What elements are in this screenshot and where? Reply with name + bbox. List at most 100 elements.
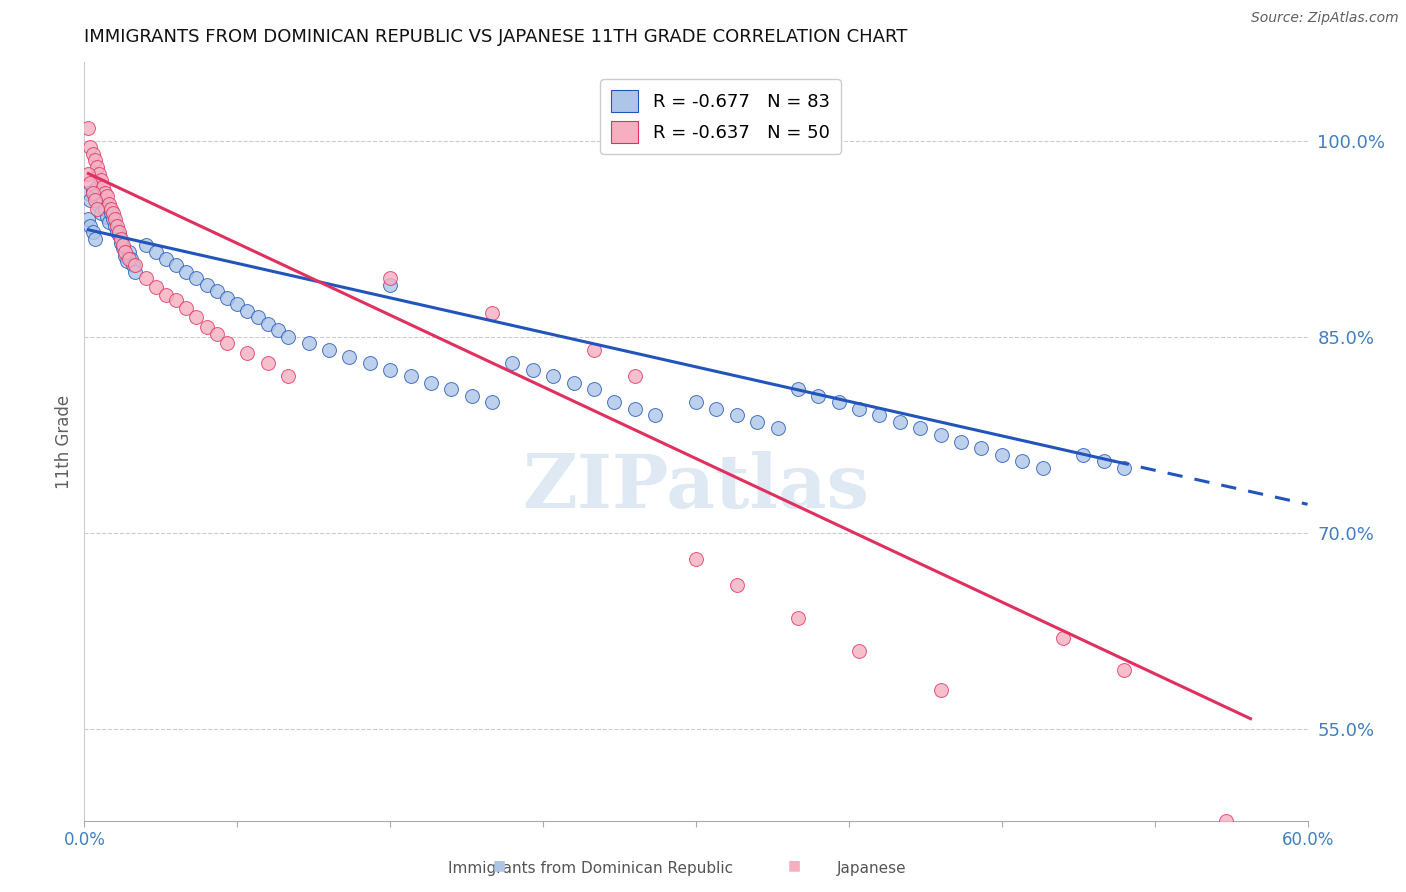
Point (108, 226, 131, 240)
Point (77, 167, 100, 181)
Point (1052, 631, 1074, 645)
Point (440, 382, 463, 396)
Point (104, 212, 127, 227)
Point (145, 244, 167, 259)
Point (766, 421, 789, 435)
Point (583, 382, 606, 396)
Point (725, 409, 748, 423)
Point (91, 193, 114, 207)
Point (380, 362, 402, 376)
Point (110, 232, 132, 246)
Point (236, 303, 259, 318)
Point (725, 578, 748, 592)
Point (543, 369, 565, 384)
Point (562, 376, 585, 390)
Point (1073, 448, 1095, 462)
Point (236, 345, 259, 359)
Y-axis label: 11th Grade: 11th Grade (55, 394, 73, 489)
Text: ■: ■ (492, 858, 506, 872)
Point (118, 252, 141, 266)
Point (90, 206, 112, 220)
Point (112, 241, 135, 255)
Point (277, 369, 299, 384)
Point (83, 232, 105, 246)
Point (929, 428, 952, 442)
Point (624, 369, 647, 384)
Point (807, 389, 830, 403)
Point (339, 350, 361, 364)
Point (787, 382, 810, 396)
Point (93, 186, 115, 201)
Point (124, 258, 146, 272)
Point (1114, 663, 1136, 677)
Point (195, 319, 218, 334)
Point (195, 277, 218, 292)
Point (174, 301, 197, 316)
Text: Japanese: Japanese (837, 861, 907, 876)
Point (583, 343, 606, 357)
Point (205, 284, 228, 298)
Point (90, 173, 112, 187)
Point (96, 188, 118, 202)
Point (277, 330, 299, 344)
Point (1011, 454, 1033, 468)
Point (186, 310, 208, 325)
Point (82, 226, 104, 240)
Point (380, 271, 402, 285)
Point (77, 186, 100, 201)
Point (1032, 460, 1054, 475)
Point (100, 206, 122, 220)
Point (101, 212, 124, 227)
Point (86, 202, 108, 216)
Point (110, 235, 132, 250)
Point (79, 193, 101, 207)
Point (174, 264, 197, 278)
Point (108, 227, 131, 242)
Point (257, 356, 280, 370)
Text: Source: ZipAtlas.com: Source: ZipAtlas.com (1251, 11, 1399, 25)
Point (145, 280, 167, 294)
Point (114, 249, 136, 263)
Point (186, 271, 208, 285)
Text: Immigrants from Dominican Republic: Immigrants from Dominican Republic (449, 861, 733, 876)
Point (828, 395, 851, 409)
Point (706, 401, 728, 416)
Text: ■: ■ (787, 858, 801, 872)
Point (114, 244, 136, 259)
Point (135, 238, 157, 252)
Point (461, 389, 484, 403)
Point (165, 258, 187, 272)
Point (82, 186, 104, 201)
Point (112, 238, 135, 252)
Point (910, 421, 932, 435)
Point (118, 244, 141, 259)
Point (82, 184, 104, 198)
Point (97, 215, 120, 229)
Point (522, 362, 544, 376)
Point (889, 415, 911, 429)
Point (246, 310, 269, 325)
Point (87, 199, 110, 213)
Text: ZIPatlas: ZIPatlas (523, 450, 869, 524)
Point (1092, 454, 1115, 468)
Point (101, 206, 124, 220)
Point (79, 219, 101, 233)
Point (359, 356, 381, 370)
Point (257, 317, 280, 331)
Point (869, 409, 891, 423)
Point (380, 277, 402, 292)
Point (86, 179, 108, 194)
Point (124, 264, 146, 278)
Point (217, 291, 239, 305)
Point (105, 219, 128, 233)
Point (848, 401, 870, 416)
Point (83, 153, 105, 168)
Point (155, 288, 177, 302)
Point (105, 226, 128, 240)
Point (205, 327, 228, 342)
Point (685, 395, 707, 409)
Point (91, 179, 114, 194)
Point (155, 252, 177, 266)
Point (82, 147, 104, 161)
Point (420, 376, 443, 390)
